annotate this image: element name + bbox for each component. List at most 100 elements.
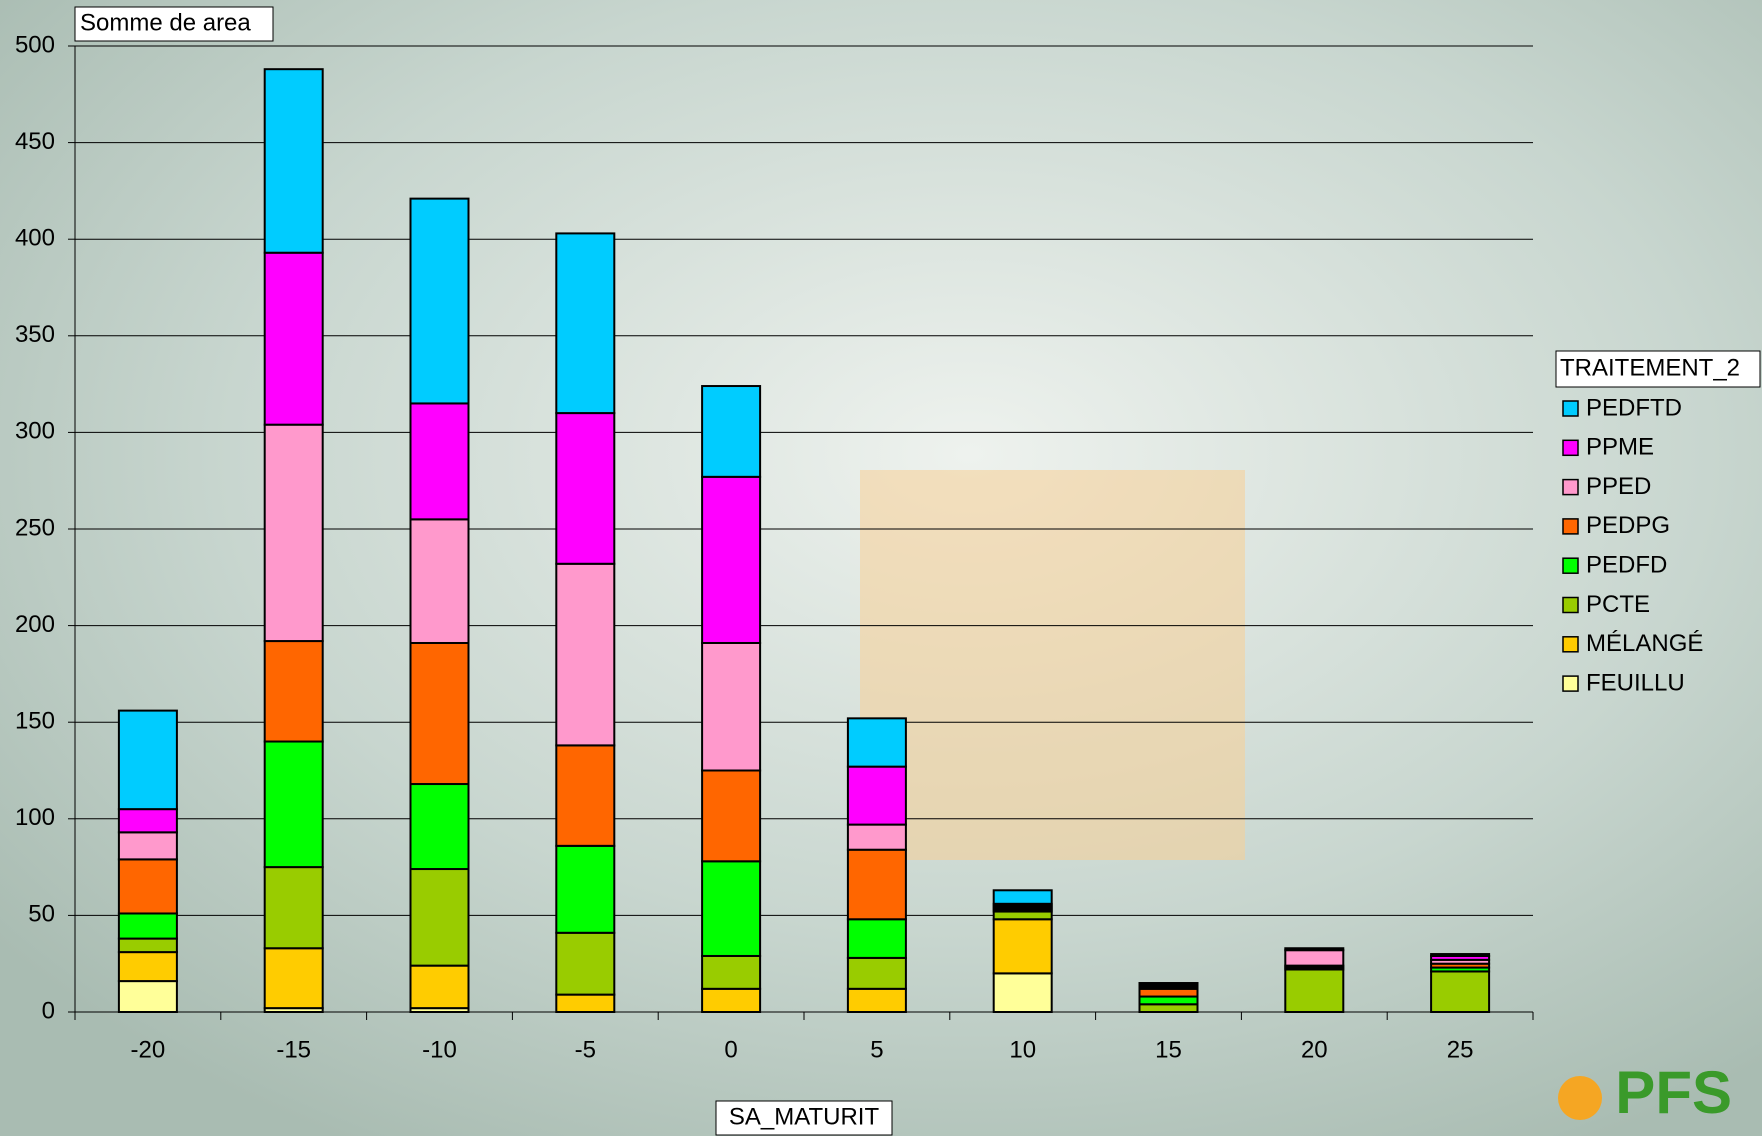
bar-segment <box>263 740 324 869</box>
bar-segment <box>117 831 178 861</box>
y-tick-label: 0 <box>42 997 55 1024</box>
bar-segment <box>1284 968 1345 1013</box>
bar-segment <box>846 848 907 921</box>
bar-segment <box>555 232 616 415</box>
bar-segment <box>555 993 616 1013</box>
x-tick-label: 5 <box>870 1036 883 1063</box>
legend-swatch <box>1562 478 1579 496</box>
legend-swatch <box>1562 557 1579 574</box>
logo-icon <box>1558 1076 1602 1120</box>
y-tick-label: 450 <box>15 128 55 155</box>
bar-segment <box>846 717 907 768</box>
legend-label: PEDFTD <box>1586 394 1682 421</box>
bar-segment <box>1284 947 1345 952</box>
legend-label: PPME <box>1586 434 1654 461</box>
y-tick-label: 350 <box>15 321 55 348</box>
bar-segment <box>701 385 762 478</box>
bar-segment <box>992 889 1053 905</box>
bar-segment <box>117 912 178 940</box>
bar-segment <box>1138 995 1199 1006</box>
bar-segment <box>117 937 178 954</box>
legend-label: PCTE <box>1586 591 1650 618</box>
x-tick-label: 0 <box>724 1036 737 1063</box>
y-tick-label: 400 <box>15 225 55 252</box>
bar-segment <box>1138 1003 1199 1013</box>
y-tick-label: 300 <box>15 418 55 445</box>
x-tick-label: -15 <box>276 1036 311 1063</box>
y-tick-label: 500 <box>15 31 55 58</box>
bar-segment <box>701 475 762 644</box>
x-tick-label: -5 <box>575 1036 596 1063</box>
bar-segment <box>1138 987 1199 998</box>
bar-segment <box>117 808 178 834</box>
legend-label: MÉLANGÉ <box>1586 630 1703 657</box>
bar-segment <box>263 947 324 1010</box>
bar-segment <box>409 783 470 871</box>
x-tick-label: 15 <box>1155 1036 1182 1063</box>
legend-title: TRAITEMENT_2 <box>1560 354 1740 381</box>
y-tick-label: 100 <box>15 804 55 831</box>
bar-segment <box>409 518 470 644</box>
bar-segment <box>992 918 1053 975</box>
bar-segment <box>555 744 616 847</box>
bar-segment <box>846 956 907 990</box>
bar-segment <box>263 423 324 643</box>
bar-segment <box>117 951 178 983</box>
chart-title: Somme de area <box>80 9 251 36</box>
y-tick-label: 200 <box>15 611 55 638</box>
bar-segment <box>409 197 470 405</box>
bar-segment <box>701 987 762 1013</box>
bar-segment <box>1138 982 1199 986</box>
x-axis-label: SA_MATURIT <box>729 1103 880 1130</box>
legend-label: PEDFD <box>1586 552 1667 579</box>
logo: PFS <box>1615 1059 1732 1126</box>
x-tick-label: 10 <box>1009 1036 1036 1063</box>
bar-segment <box>701 860 762 957</box>
bar-segment <box>555 562 616 747</box>
bar-segment <box>701 954 762 990</box>
bar-segment <box>992 910 1053 921</box>
legend-label: PEDPG <box>1586 512 1670 539</box>
legend-label: PPED <box>1586 473 1651 500</box>
bar-segment <box>555 844 616 934</box>
bar-segment <box>117 980 178 1014</box>
bar-segment <box>1284 949 1345 967</box>
bar-segment <box>263 640 324 743</box>
bar-segment <box>409 868 470 967</box>
bar-segment <box>555 931 616 996</box>
bar-segment <box>992 972 1053 1013</box>
legend-swatch <box>1562 518 1579 535</box>
bar-segment <box>409 641 470 786</box>
x-tick-label: 20 <box>1301 1036 1328 1063</box>
legend-swatch <box>1562 596 1579 614</box>
watermark <box>860 470 1245 860</box>
bar-segment <box>409 402 470 521</box>
bar-segment <box>409 964 470 1010</box>
bar-segment <box>846 823 907 851</box>
y-tick-label: 50 <box>28 901 55 928</box>
bar-segment <box>1430 970 1491 1013</box>
y-tick-label: 250 <box>15 514 55 541</box>
bar-segment <box>117 858 178 915</box>
bar-segment <box>846 765 907 826</box>
bar-segment <box>263 68 324 254</box>
title-frame <box>74 6 274 42</box>
y-tick-label: 150 <box>15 708 55 735</box>
x-label-frame <box>715 1100 893 1136</box>
legend-title-frame <box>1555 350 1761 388</box>
bar-segment <box>701 769 762 863</box>
x-tick-label: -20 <box>131 1036 166 1063</box>
bar-segment <box>846 918 907 959</box>
bar-segment <box>263 866 324 950</box>
legend-label: FEUILLU <box>1586 669 1685 696</box>
legend-swatch <box>1562 636 1579 653</box>
legend-swatch <box>1562 439 1579 457</box>
bar-segment <box>263 251 324 426</box>
x-tick-label: -10 <box>422 1036 457 1063</box>
bar-segment <box>846 987 907 1013</box>
legend-swatch <box>1562 400 1579 417</box>
legend-swatch <box>1562 675 1579 692</box>
bar-segment <box>117 709 178 811</box>
x-tick-label: 25 <box>1447 1036 1474 1063</box>
